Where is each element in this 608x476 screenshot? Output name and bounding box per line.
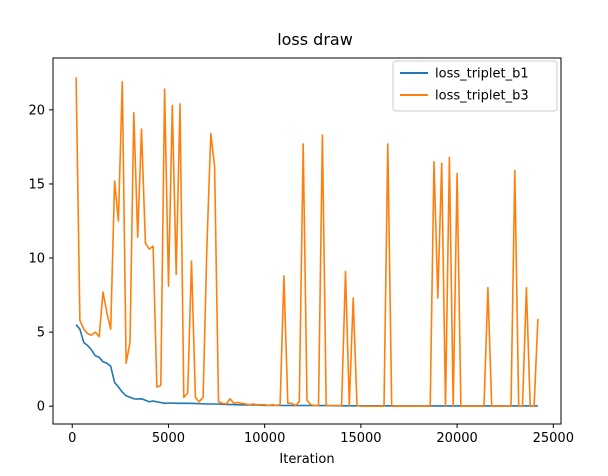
y-tick-label: 10 <box>28 252 45 267</box>
y-tick-label: 20 <box>28 103 45 118</box>
x-tick-label: 20000 <box>436 431 477 446</box>
legend-label-loss-triplet-b1: loss_triplet_b1 <box>435 67 529 82</box>
series-layer <box>75 77 539 408</box>
legend: loss_triplet_b1 loss_triplet_b3 <box>392 60 558 112</box>
y-tick-label: 5 <box>37 326 45 341</box>
x-tick-label: 25000 <box>533 431 574 446</box>
x-axis-label: Iteration <box>279 452 334 467</box>
x-tick-label: 10000 <box>244 431 285 446</box>
y-tick-label: 15 <box>28 177 45 192</box>
x-axis-ticks: 0 5000 10000 15000 20000 25000 <box>68 424 574 446</box>
x-tick-label: 0 <box>68 431 76 446</box>
x-tick-label: 15000 <box>340 431 381 446</box>
y-axis-ticks: 0 5 10 15 20 <box>28 103 53 415</box>
series-line-loss-triplet-b1 <box>75 324 538 407</box>
axes-frame <box>52 57 562 425</box>
series-line-loss-triplet-b3 <box>75 77 539 408</box>
legend-label-loss-triplet-b3: loss_triplet_b3 <box>435 89 529 104</box>
chart-title: loss draw <box>277 30 353 49</box>
legend-box <box>392 60 558 112</box>
x-tick-label: 5000 <box>152 431 185 446</box>
plot-area: 0 5000 10000 15000 20000 25000 0 5 10 15 20 <box>28 57 574 446</box>
y-tick-label: 0 <box>37 400 45 415</box>
